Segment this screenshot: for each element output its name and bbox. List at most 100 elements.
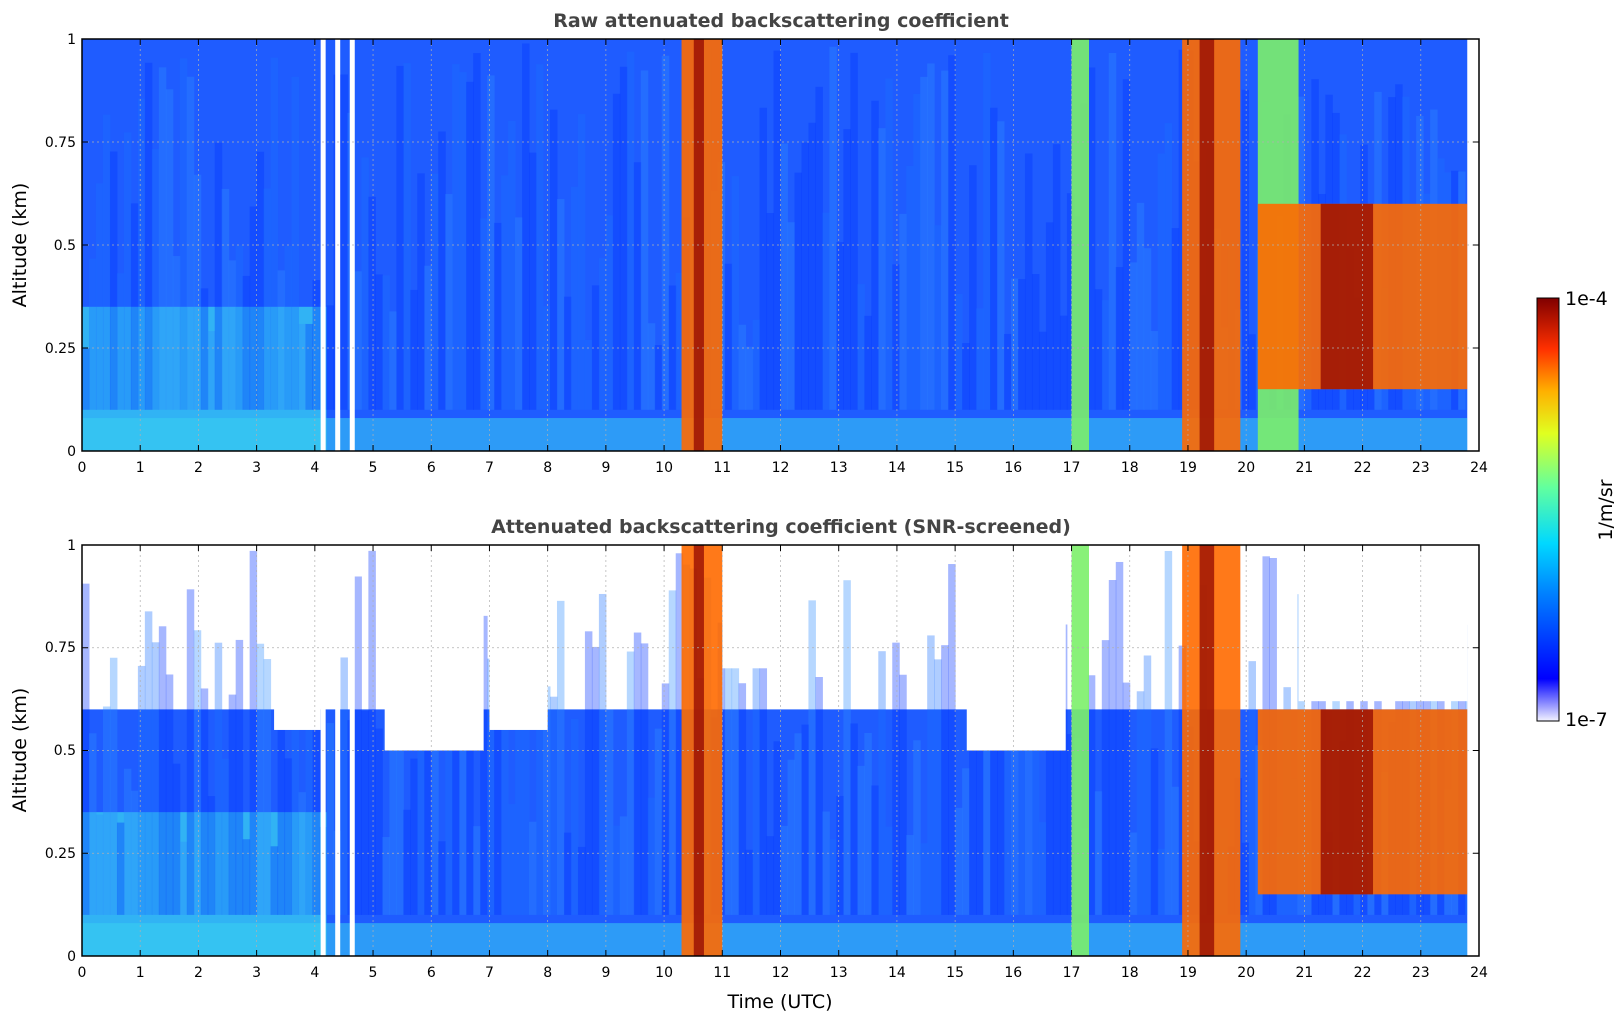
heatmap-texture — [515, 217, 523, 410]
heatmap-texture — [948, 55, 956, 410]
heatmap-texture — [1171, 228, 1180, 410]
heatmap-texture — [913, 93, 921, 410]
heatmap-texture — [473, 826, 481, 915]
heatmap-texture — [137, 665, 146, 915]
x-tick-label: 24 — [1470, 965, 1488, 981]
x-tick-label: 14 — [888, 460, 906, 476]
heatmap-texture — [235, 639, 244, 915]
x-tick-label: 8 — [543, 460, 552, 476]
heatmap-texture — [207, 331, 216, 410]
heatmap-texture — [144, 611, 153, 915]
heatmap-texture — [305, 323, 314, 410]
heatmap-texture — [661, 55, 670, 410]
heatmap-texture — [123, 132, 132, 410]
x-tick-label: 10 — [655, 965, 673, 981]
heatmap-texture — [291, 564, 300, 915]
x-tick-label: 18 — [1121, 965, 1139, 981]
heatmap-texture — [815, 86, 823, 410]
heatmap-texture — [640, 70, 649, 410]
heatmap-texture — [95, 814, 104, 915]
heatmap-texture — [130, 203, 139, 410]
heatmap-texture — [766, 213, 775, 410]
heatmap-texture — [375, 274, 383, 410]
heatmap-texture — [892, 264, 900, 410]
heatmap-texture — [1031, 274, 1040, 410]
heatmap-texture — [1066, 193, 1075, 410]
heatmap-texture — [396, 65, 404, 410]
heatmap-texture — [228, 694, 237, 915]
heatmap-texture — [200, 288, 209, 410]
heatmap-texture — [619, 66, 628, 410]
heatmap-texture — [536, 64, 544, 410]
heatmap-texture — [675, 553, 684, 915]
heatmap-texture — [570, 186, 579, 410]
x-tick-label: 14 — [888, 965, 906, 981]
heatmap-texture — [1059, 624, 1068, 915]
heatmap-texture — [1164, 550, 1173, 915]
heatmap-texture — [249, 206, 258, 410]
heatmap-texture — [647, 323, 656, 410]
heatmap-raw — [82, 39, 1479, 451]
y-tick-labels-raw: 0 0.25 0.5 0.75 1 — [45, 32, 76, 460]
heatmap-texture — [1248, 334, 1256, 410]
cloud-core — [1320, 203, 1374, 390]
x-tick-label: 6 — [427, 460, 436, 476]
x-tick-label: 17 — [1063, 460, 1081, 476]
heatmap-texture — [878, 128, 886, 410]
heatmap-texture — [899, 213, 907, 410]
heatmap-texture — [857, 765, 865, 915]
heatmap-texture — [151, 642, 160, 915]
heatmap-texture — [529, 152, 537, 410]
heatmap-texture — [123, 768, 132, 915]
heatmap-texture — [913, 740, 921, 915]
heatmap-texture — [235, 245, 244, 410]
y-tick-label: 0.5 — [54, 238, 76, 254]
heatmap-texture — [172, 256, 181, 410]
heatmap-texture — [549, 696, 558, 915]
heatmap-texture — [815, 677, 823, 915]
heatmap-texture — [1004, 597, 1012, 915]
heatmap-texture — [654, 728, 663, 915]
heatmap-texture — [1066, 734, 1075, 915]
y-tick-label: 1 — [67, 32, 76, 48]
heatmap-texture — [1024, 702, 1033, 915]
heatmap-texture — [850, 723, 858, 915]
heatmap-texture — [759, 107, 768, 410]
x-tick-label: 7 — [485, 460, 494, 476]
x-tick-label: 16 — [1004, 965, 1022, 981]
heatmap-texture — [340, 74, 348, 410]
heatmap-texture — [773, 50, 781, 410]
heatmap-texture — [752, 647, 761, 915]
heatmap-texture — [221, 758, 230, 915]
y-tick-labels-screened: 0 0.25 0.5 0.75 1 — [45, 538, 76, 965]
heatmap-texture — [396, 647, 404, 915]
heatmap-texture — [997, 647, 1005, 915]
heatmap-texture — [1024, 153, 1033, 410]
heatmap-texture — [1164, 123, 1173, 410]
heatmap-texture — [466, 663, 474, 915]
heatmap-texture — [871, 785, 879, 915]
heatmap-texture — [263, 188, 272, 410]
y-tick-label: 0 — [67, 444, 76, 460]
heatmap-texture — [1087, 67, 1096, 410]
heatmap-texture — [1031, 699, 1040, 915]
heatmap-texture — [466, 81, 474, 410]
heatmap-texture — [494, 222, 502, 410]
cloud-core — [1199, 39, 1215, 451]
heatmap-texture — [1087, 675, 1096, 915]
x-tick-label: 13 — [830, 460, 848, 476]
screened-gap — [489, 545, 548, 730]
heatmap-texture — [193, 174, 202, 410]
heatmap-texture — [983, 52, 991, 410]
colorbar-max-label: 1e-4 — [1565, 288, 1608, 310]
heatmap-texture — [654, 345, 663, 410]
heatmap-texture — [983, 590, 991, 915]
x-tick-label: 2 — [194, 965, 203, 981]
heatmap-texture — [165, 89, 174, 410]
x-tick-label: 7 — [485, 965, 494, 981]
heatmap-texture — [990, 747, 998, 915]
heatmap-texture — [501, 175, 509, 410]
heatmap-texture — [955, 807, 963, 915]
x-tick-label: 6 — [427, 965, 436, 981]
